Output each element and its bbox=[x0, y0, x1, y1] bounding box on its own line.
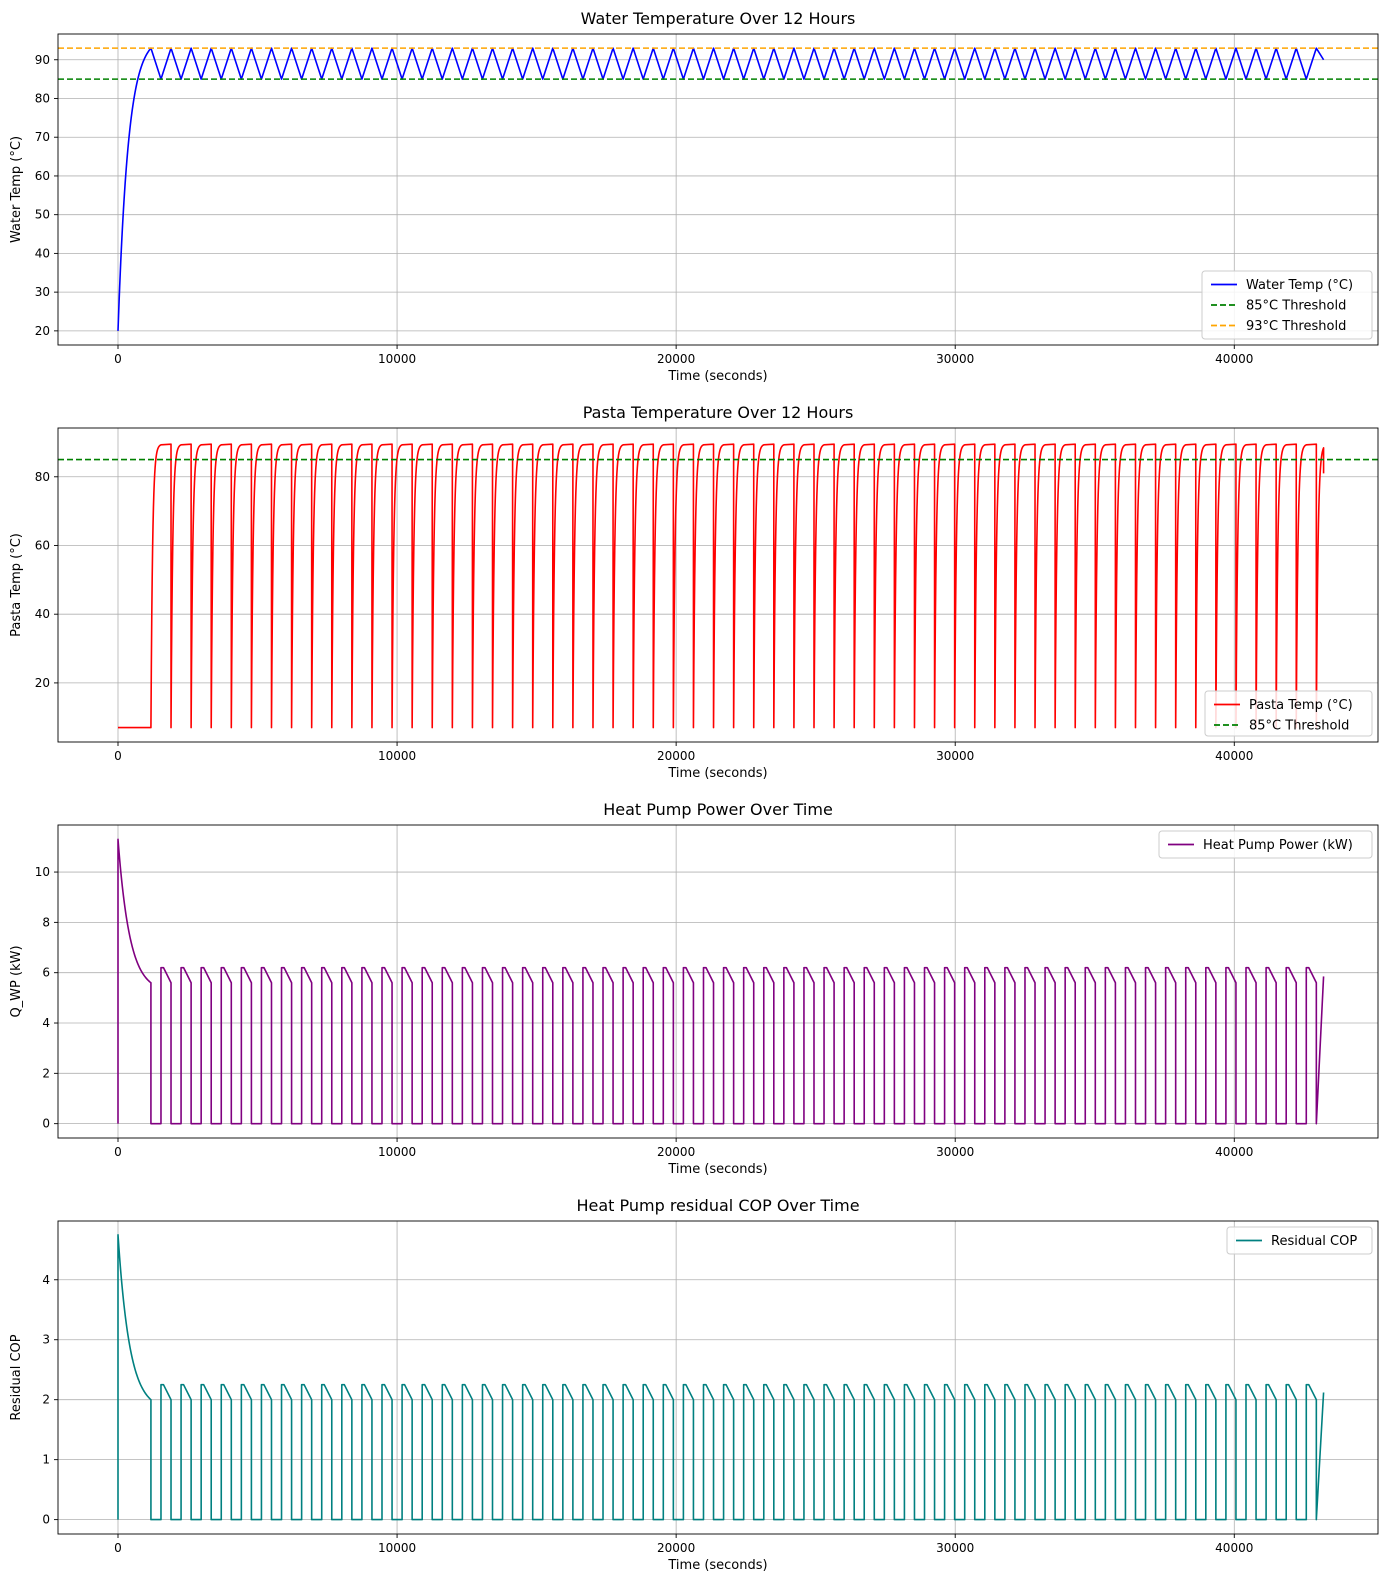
x-axis-label: Time (seconds) bbox=[667, 369, 767, 384]
x-tick-label: 30000 bbox=[936, 352, 974, 366]
y-tick-label: 1 bbox=[42, 1453, 50, 1467]
x-tick-label: 20000 bbox=[657, 1145, 695, 1159]
y-tick-label: 80 bbox=[35, 470, 50, 484]
y-tick-label: 90 bbox=[35, 53, 50, 67]
x-tick-label: 40000 bbox=[1215, 1541, 1253, 1555]
y-tick-label: 60 bbox=[35, 169, 50, 183]
x-tick-label: 20000 bbox=[657, 352, 695, 366]
legend-label: Pasta Temp (°C) bbox=[1249, 698, 1353, 713]
y-axis-label: Pasta Temp (°C) bbox=[9, 533, 24, 637]
plot-area bbox=[58, 47, 1378, 331]
x-tick-label: 30000 bbox=[936, 1145, 974, 1159]
legend: Pasta Temp (°C) 85°C Threshold bbox=[1204, 690, 1373, 737]
legend-label: Heat Pump Power (kW) bbox=[1203, 838, 1353, 853]
x-tick-label: 0 bbox=[114, 749, 122, 763]
chart-title: Pasta Temperature Over 12 Hours bbox=[583, 403, 854, 422]
y-axis-label: Water Temp (°C) bbox=[9, 136, 24, 243]
x-axis-label: Time (seconds) bbox=[667, 1558, 767, 1573]
series-line-0 bbox=[117, 47, 1325, 331]
y-axis-label: Residual COP bbox=[9, 1334, 24, 1420]
series-line-0 bbox=[118, 443, 1325, 729]
chart-panel-4: 0 10000 20000 30000 40000 0 1 2 3 4 Heat Pump resi… bbox=[9, 1196, 1379, 1573]
legend-box bbox=[1204, 690, 1373, 737]
x-tick-label: 40000 bbox=[1215, 749, 1253, 763]
axes-frame bbox=[57, 427, 1379, 743]
legend-label: 85°C Threshold bbox=[1249, 719, 1349, 734]
y-tick-label: 3 bbox=[42, 1333, 50, 1347]
legend-label: 85°C Threshold bbox=[1246, 299, 1346, 314]
plot-area bbox=[117, 838, 1325, 1125]
y-tick-label: 8 bbox=[42, 915, 50, 929]
x-tick-label: 10000 bbox=[378, 1541, 416, 1555]
legend-box bbox=[1226, 1226, 1373, 1255]
series-line-0 bbox=[117, 838, 1325, 1125]
y-tick-label: 50 bbox=[35, 208, 50, 222]
x-tick-label: 40000 bbox=[1215, 352, 1253, 366]
chart-panel-1: 0 10000 20000 30000 40000 20 30 40 50 60 70 80 90 Wat… bbox=[9, 9, 1379, 384]
axes-frame bbox=[57, 1220, 1379, 1535]
y-tick-label: 80 bbox=[35, 91, 50, 105]
x-tick-label: 10000 bbox=[378, 749, 416, 763]
x-tick-label: 30000 bbox=[936, 1541, 974, 1555]
x-tick-label: 20000 bbox=[657, 749, 695, 763]
x-tick-label: 0 bbox=[114, 352, 122, 366]
y-tick-label: 20 bbox=[35, 324, 50, 338]
y-tick-label: 4 bbox=[42, 1016, 50, 1030]
y-tick-label: 40 bbox=[35, 607, 50, 621]
y-tick-label: 10 bbox=[35, 865, 50, 879]
y-tick-label: 0 bbox=[42, 1117, 50, 1131]
chart-panel-3: 0 10000 20000 30000 40000 0 2 4 6 8 10 Heat Pump Po… bbox=[9, 800, 1379, 1177]
y-tick-label: 0 bbox=[42, 1513, 50, 1527]
y-tick-label: 70 bbox=[35, 130, 50, 144]
y-tick-label: 60 bbox=[35, 538, 50, 552]
x-tick-label: 20000 bbox=[657, 1541, 695, 1555]
chart-panel-2: 0 10000 20000 30000 40000 20 40 60 80 Pasta Tempe… bbox=[9, 403, 1379, 781]
legend-box bbox=[1201, 270, 1373, 340]
x-tick-label: 30000 bbox=[936, 749, 974, 763]
y-tick-label: 2 bbox=[42, 1066, 50, 1080]
legend: Residual COP bbox=[1226, 1226, 1373, 1255]
chart-title: Heat Pump Power Over Time bbox=[603, 800, 833, 819]
chart-title: Water Temperature Over 12 Hours bbox=[581, 9, 856, 28]
legend-label: Residual COP bbox=[1271, 1234, 1357, 1249]
y-tick-label: 20 bbox=[35, 676, 50, 690]
x-tick-label: 40000 bbox=[1215, 1145, 1253, 1159]
y-tick-label: 6 bbox=[42, 966, 50, 980]
y-tick-label: 40 bbox=[35, 246, 50, 260]
x-tick-label: 10000 bbox=[378, 1145, 416, 1159]
x-tick-label: 0 bbox=[114, 1541, 122, 1555]
chart-title: Heat Pump residual COP Over Time bbox=[576, 1196, 859, 1215]
x-tick-label: 10000 bbox=[378, 352, 416, 366]
x-axis-label: Time (seconds) bbox=[667, 766, 767, 781]
y-tick-label: 2 bbox=[42, 1393, 50, 1407]
legend-box bbox=[1158, 830, 1373, 859]
legend-label: 93°C Threshold bbox=[1246, 319, 1346, 334]
legend-label: Water Temp (°C) bbox=[1246, 278, 1353, 293]
legend: Water Temp (°C) 85°C Threshold 93°C Thresh… bbox=[1201, 270, 1373, 340]
y-tick-label: 4 bbox=[42, 1273, 50, 1287]
axes-frame bbox=[57, 824, 1379, 1139]
plot-area bbox=[117, 1233, 1325, 1521]
plot-area bbox=[58, 443, 1378, 729]
y-axis-label: Q_WP (kW) bbox=[9, 945, 24, 1017]
x-axis-label: Time (seconds) bbox=[667, 1162, 767, 1177]
x-tick-label: 0 bbox=[114, 1145, 122, 1159]
y-tick-label: 30 bbox=[35, 285, 50, 299]
axes-frame bbox=[57, 33, 1379, 346]
series-line-0 bbox=[117, 1233, 1325, 1521]
legend: Heat Pump Power (kW) bbox=[1158, 830, 1373, 859]
